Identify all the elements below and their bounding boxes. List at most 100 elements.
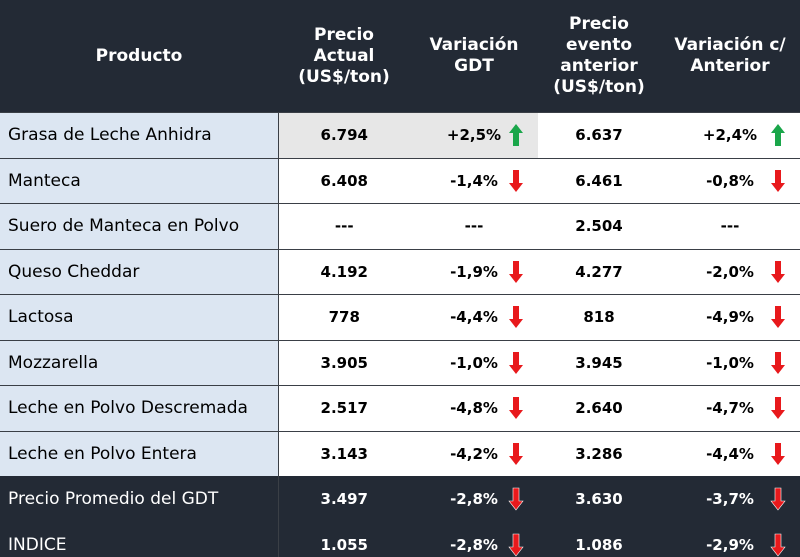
product-row: Lactosa 778 -4,4% 818 -4,9% [0,294,800,340]
variation: -2,0% [660,250,800,295]
value-cell: 2.640 [538,385,660,431]
value-cell: 3.143 [278,430,410,477]
variation-text: -4,4% [450,308,498,327]
variation: -4,2% [410,432,538,477]
value-cell: -2,9% [660,521,800,557]
variation: -4,4% [410,295,538,340]
product-cell: Leche en Polvo Entera [0,430,279,477]
product-cell: Precio Promedio del GDT [0,476,279,522]
variation: -3,7% [660,477,800,522]
column-header: Precio evento anterior (US$/ton) [538,0,660,113]
variation: -1,9% [410,250,538,295]
trend-arrow [509,124,523,147]
variation-text: -2,0% [706,262,754,281]
product-cell: Leche en Polvo Descremada [0,385,279,431]
summary-row: INDICE 1.055 -2,8% 1.086 -2,9% [0,521,800,557]
value-cell: 2.504 [538,203,660,249]
value-cell: -4,4% [660,430,800,477]
variation-text: --- [720,217,740,236]
trend-arrow [509,397,523,420]
value-cell: 1.086 [538,521,660,557]
variation: --- [660,204,800,249]
trend-arrow [509,306,523,329]
trend-arrow [509,169,523,192]
variation-text: +2,5% [446,126,502,145]
variation: -2,8% [410,523,538,557]
value-cell: 4.277 [538,248,660,295]
variation-text: -0,8% [706,171,754,190]
value-cell: -4,8% [410,385,538,431]
value-cell: -4,7% [660,385,800,431]
value-cell: 1.055 [278,521,410,557]
product-row: Queso Cheddar 4.192 -1,9% 4.277 -2,0% [0,248,800,295]
variation-text: -1,0% [706,353,754,372]
value-cell: --- [278,203,410,249]
column-header: Precio Actual (US$/ton) [278,0,410,113]
variation: --- [410,204,538,249]
variation: -4,7% [660,386,800,431]
variation: +2,4% [660,113,800,158]
value-cell: 2.517 [278,385,410,431]
variation-text: -2,9% [706,535,754,554]
trend-arrow [509,351,523,374]
product-row: Mozzarella 3.905 -1,0% 3.945 -1,0% [0,339,800,386]
value-cell: +2,5% [410,112,538,158]
trend-arrow [771,351,785,374]
value-cell: -2,8% [410,521,538,557]
product-cell: Grasa de Leche Anhidra [0,112,279,158]
value-cell: -1,0% [410,339,538,386]
value-cell: -1,0% [660,339,800,386]
value-cell: 3.630 [538,476,660,522]
column-header: Variación GDT [410,0,538,113]
variation: -4,9% [660,295,800,340]
variation: -0,8% [660,159,800,204]
trend-arrow [508,487,524,511]
variation: -2,8% [410,477,538,522]
value-cell: -1,9% [410,248,538,295]
value-cell: -0,8% [660,157,800,204]
column-header: Variación c/ Anterior [660,0,800,113]
value-cell: -1,4% [410,157,538,204]
product-row: Leche en Polvo Entera 3.143 -4,2% 3.286 -4,4… [0,430,800,477]
product-cell: Mozzarella [0,339,279,386]
value-cell: 3.497 [278,476,410,522]
value-cell: 4.192 [278,248,410,295]
product-row: Suero de Manteca en Polvo --- --- 2.504 --- [0,203,800,249]
trend-arrow [508,533,524,557]
variation-text: -1,0% [450,353,498,372]
variation-text: -4,9% [706,308,754,327]
table-body: Grasa de Leche Anhidra 6.794 +2,5% 6.637 +2,… [0,112,800,557]
trend-arrow [509,260,523,283]
product-row: Leche en Polvo Descremada 2.517 -4,8% 2.640… [0,385,800,431]
column-header: Producto [0,0,278,113]
variation-text: -1,4% [450,171,498,190]
variation-text: -4,2% [450,444,498,463]
value-cell: 3.905 [278,339,410,386]
trend-arrow [771,306,785,329]
variation-text: +2,4% [702,126,758,145]
trend-arrow [770,487,786,511]
summary-row: Precio Promedio del GDT 3.497 -2,8% 3.630 -3… [0,476,800,522]
value-cell: --- [410,203,538,249]
value-cell: 6.637 [538,112,660,158]
variation: +2,5% [410,113,538,158]
variation-text: -2,8% [450,535,498,554]
value-cell: 6.461 [538,157,660,204]
variation: -4,4% [660,432,800,477]
variation: -1,0% [410,341,538,386]
value-cell: -2,0% [660,248,800,295]
variation-text: -4,4% [706,444,754,463]
variation: -4,8% [410,386,538,431]
variation-text: -4,7% [706,399,754,418]
value-cell: -4,4% [410,294,538,340]
header-row: Producto Precio Actual (US$/ton) Variación… [0,0,800,113]
value-cell: --- [660,203,800,249]
value-cell: 6.408 [278,157,410,204]
variation-text: -1,9% [450,262,498,281]
variation-text: -3,7% [706,490,754,509]
trend-arrow [771,260,785,283]
value-cell: 3.286 [538,430,660,477]
value-cell: 818 [538,294,660,340]
